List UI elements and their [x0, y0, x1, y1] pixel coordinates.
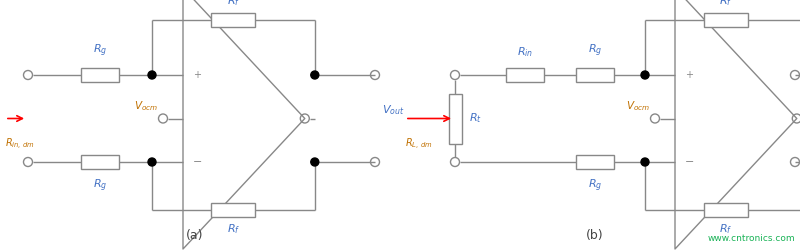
Bar: [211, 13, 255, 27]
Text: −: −: [685, 157, 694, 167]
Circle shape: [148, 158, 156, 166]
Bar: [576, 68, 614, 82]
Text: $R_f$: $R_f$: [719, 0, 733, 8]
Bar: [449, 94, 462, 144]
Text: (b): (b): [586, 229, 604, 242]
Circle shape: [641, 158, 649, 166]
Text: +: +: [193, 70, 201, 80]
Bar: [506, 68, 544, 82]
Text: −: −: [193, 157, 202, 167]
Text: $V_{out}$: $V_{out}$: [382, 104, 405, 118]
Text: $R_f$: $R_f$: [719, 222, 733, 236]
Text: $R_g$: $R_g$: [588, 178, 602, 194]
Text: $R_{in,\,dm}$: $R_{in,\,dm}$: [5, 136, 35, 152]
Text: $R_g$: $R_g$: [93, 42, 107, 59]
Text: (a): (a): [186, 229, 204, 242]
Text: $R_f$: $R_f$: [226, 222, 240, 236]
Bar: [704, 203, 748, 217]
Text: $R_{in}$: $R_{in}$: [517, 45, 533, 59]
Circle shape: [148, 71, 156, 79]
Text: www.cntronics.com: www.cntronics.com: [707, 234, 795, 243]
Bar: [704, 13, 748, 27]
Bar: [576, 155, 614, 169]
Text: $R_{L,\,dm}$: $R_{L,\,dm}$: [405, 136, 433, 152]
Bar: [211, 203, 255, 217]
Circle shape: [310, 158, 318, 166]
Text: $R_g$: $R_g$: [93, 178, 107, 194]
Text: $R_f$: $R_f$: [226, 0, 240, 8]
Text: $R_t$: $R_t$: [469, 112, 482, 126]
Circle shape: [641, 71, 649, 79]
Bar: [81, 155, 119, 169]
Text: $V_{ocm}$: $V_{ocm}$: [134, 100, 158, 114]
Text: $R_g$: $R_g$: [588, 42, 602, 59]
Text: +: +: [685, 70, 693, 80]
Text: $V_{ocm}$: $V_{ocm}$: [626, 100, 650, 114]
Bar: [81, 68, 119, 82]
Circle shape: [310, 71, 318, 79]
